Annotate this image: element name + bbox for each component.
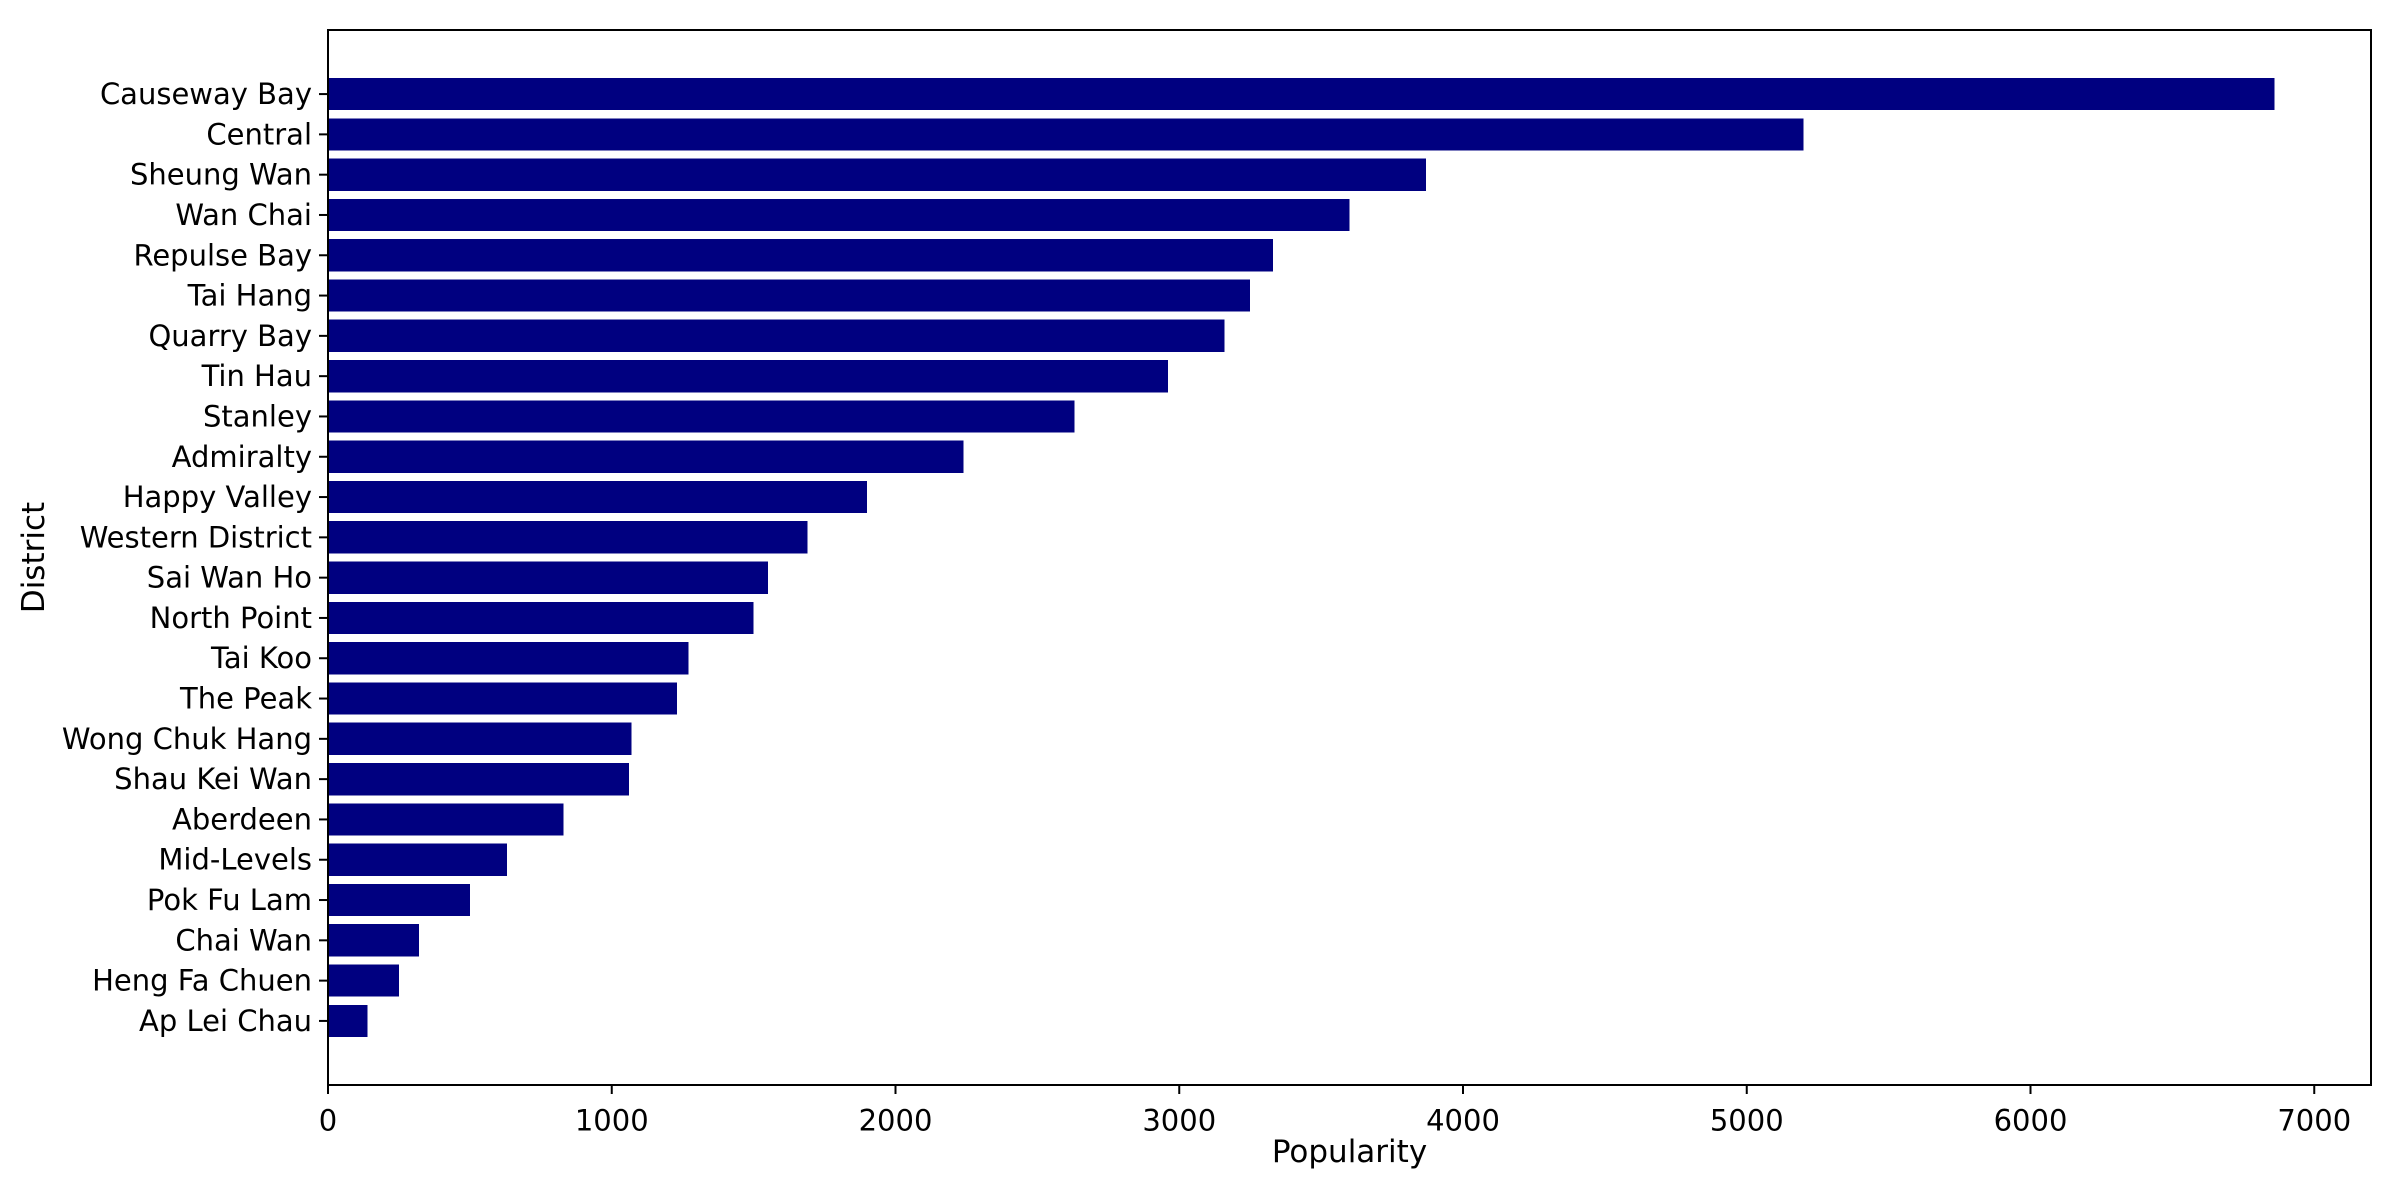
y-tick-label-wan-chai: Wan Chai [175, 198, 312, 232]
bar-wong-chuk-hang [328, 722, 632, 755]
y-tick-label-stanley: Stanley [203, 399, 312, 433]
y-tick-label-mid-levels: Mid-Levels [158, 843, 312, 877]
bar-tai-hang [328, 279, 1251, 312]
x-tick-label-0: 0 [319, 1104, 337, 1138]
bar-wan-chai [328, 198, 1350, 232]
bar-tai-koo [328, 642, 689, 675]
bar-happy-valley [328, 480, 868, 514]
y-tick-label-repulse-bay: Repulse Bay [133, 238, 312, 272]
bar-mid-levels [328, 843, 507, 876]
y-tick-label-aberdeen: Aberdeen [172, 802, 312, 836]
bar-central [328, 118, 1804, 151]
y-tick-label-tai-hang: Tai Hang [187, 279, 312, 313]
y-tick-label-north-point: North Point [150, 601, 312, 635]
bar-north-point [328, 601, 754, 635]
y-tick-label-chai-wan: Chai Wan [175, 923, 312, 957]
y-tick-label-tai-koo: Tai Koo [210, 641, 312, 675]
x-tick-label-1000: 1000 [575, 1104, 649, 1138]
y-tick-label-heng-fa-chuen: Heng Fa Chuen [92, 964, 312, 998]
bar-chai-wan [328, 924, 419, 957]
y-tick-label-central: Central [206, 117, 312, 151]
bar-western-district [328, 521, 808, 554]
y-tick-label-ap-lei-chau: Ap Lei Chau [139, 1004, 312, 1038]
bar-the-peak [328, 682, 678, 715]
bar-aberdeen [328, 803, 564, 836]
y-tick-label-quarry-bay: Quarry Bay [148, 319, 312, 353]
bar-admiralty [328, 440, 964, 473]
bar-ap-lei-chau [328, 1004, 368, 1038]
bar-sheung-wan [328, 158, 1427, 191]
bar-repulse-bay [328, 239, 1273, 272]
x-tick-label-2000: 2000 [859, 1104, 933, 1138]
x-axis-label: Popularity [1272, 1134, 1427, 1170]
x-tick-label-7000: 7000 [2277, 1104, 2351, 1138]
y-tick-label-western-district: Western District [80, 520, 312, 554]
y-tick-label-admiralty: Admiralty [172, 440, 312, 474]
x-tick-label-5000: 5000 [1710, 1104, 1784, 1138]
y-tick-label-happy-valley: Happy Valley [123, 480, 312, 514]
bar-shau-kei-wan [328, 763, 629, 796]
bar-sai-wan-ho [328, 561, 768, 594]
bar-pok-fu-lam [328, 883, 470, 917]
bar-heng-fa-chuen [328, 964, 399, 997]
x-tick-label-4000: 4000 [1426, 1104, 1500, 1138]
y-tick-label-pok-fu-lam: Pok Fu Lam [147, 883, 312, 917]
y-axis-label: District [16, 502, 52, 613]
y-tick-label-sai-wan-ho: Sai Wan Ho [147, 561, 312, 595]
x-tick-label-3000: 3000 [1142, 1104, 1216, 1138]
x-tick-label-6000: 6000 [1994, 1104, 2068, 1138]
bar-stanley [328, 400, 1075, 433]
y-tick-label-the-peak: The Peak [179, 682, 312, 716]
y-tick-label-sheung-wan: Sheung Wan [130, 158, 312, 192]
y-tick-label-causeway-bay: Causeway Bay [100, 77, 312, 111]
y-tick-label-shau-kei-wan: Shau Kei Wan [114, 762, 312, 796]
bar-tin-hau [328, 360, 1168, 393]
y-tick-label-wong-chuk-hang: Wong Chuk Hang [62, 722, 312, 756]
bar-quarry-bay [328, 319, 1225, 352]
y-tick-label-tin-hau: Tin Hau [201, 359, 312, 393]
plot-border [326, 28, 2373, 1087]
bar-causeway-bay [328, 77, 2275, 111]
